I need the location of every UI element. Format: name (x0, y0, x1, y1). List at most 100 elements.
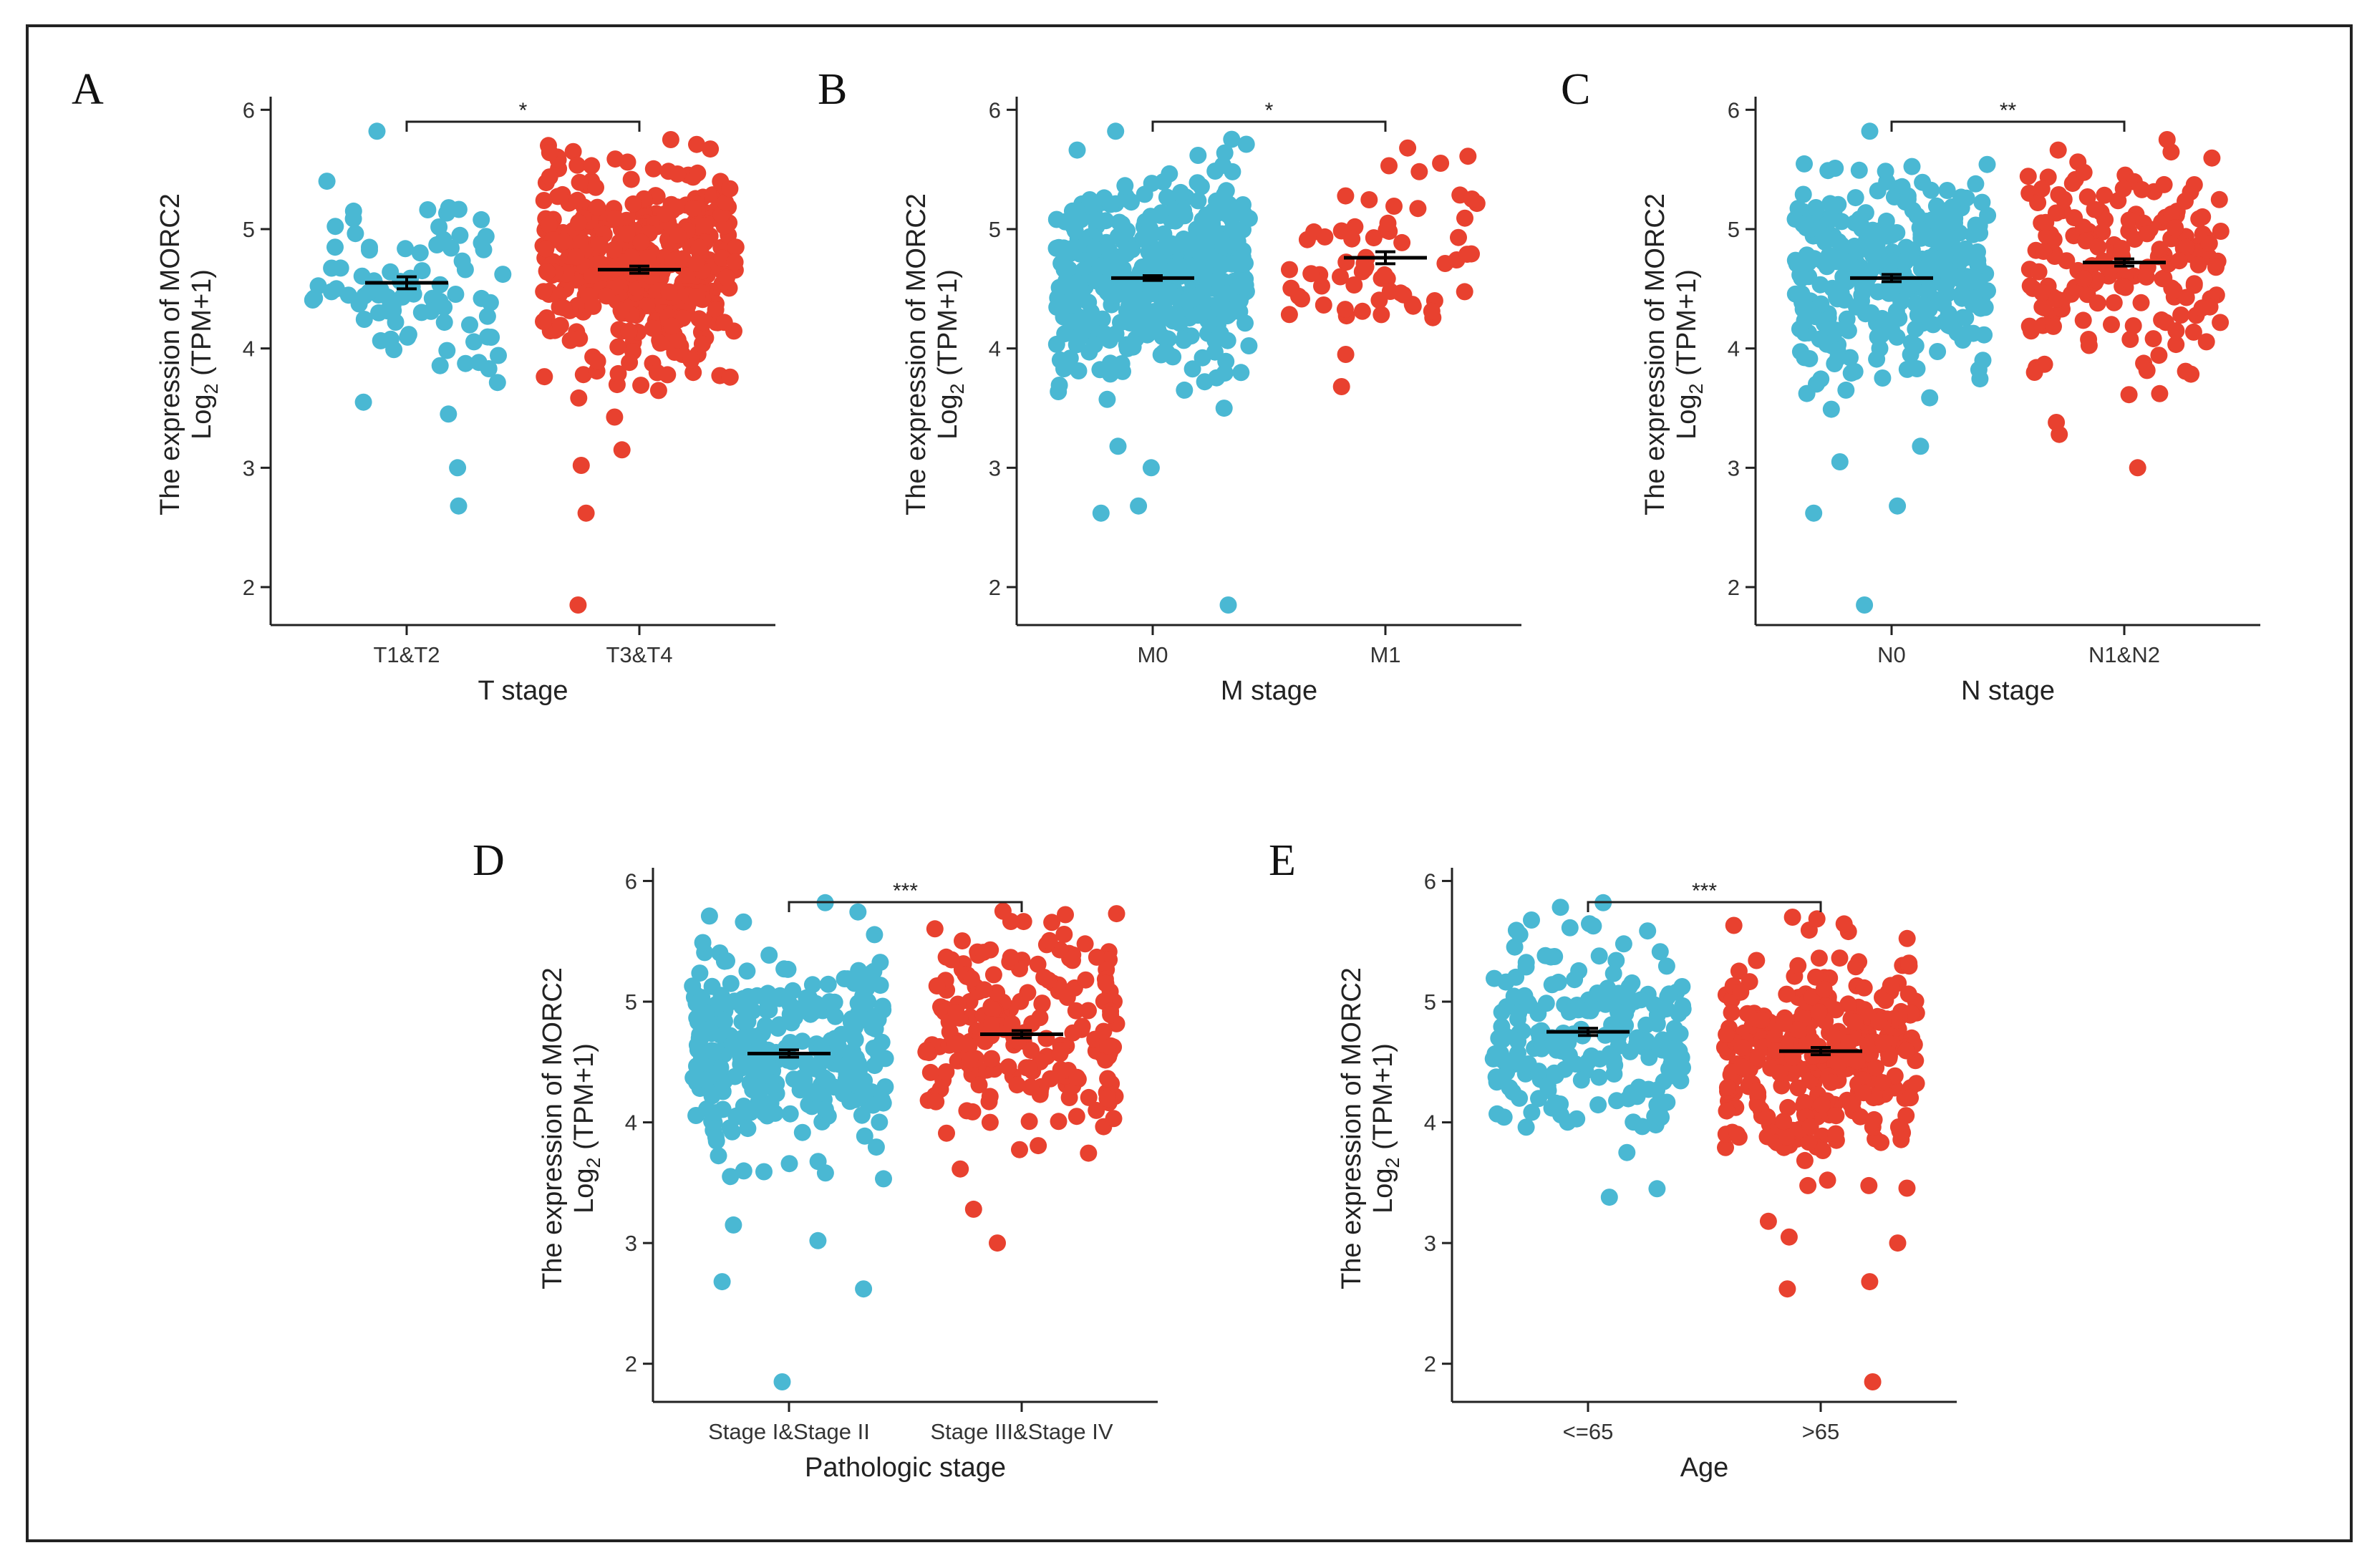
data-point (1718, 1025, 1736, 1043)
data-point (2035, 299, 2053, 317)
data-point (1633, 1118, 1651, 1136)
data-point (1316, 228, 1334, 246)
data-point (2075, 270, 2093, 288)
data-point (1748, 1095, 1766, 1113)
data-point (1868, 236, 1886, 254)
data-point (1345, 276, 1363, 294)
data-point (2124, 317, 2142, 334)
y-tick-label: 3 (625, 1231, 637, 1256)
data-point (2155, 269, 2173, 287)
data-point (1097, 974, 1115, 992)
data-point (1811, 276, 1829, 294)
data-point (1717, 1138, 1734, 1156)
panel-b: B 2 3 4 5 6 The expression of MORC2Log2 (TPM+1… (818, 65, 1521, 706)
outlier-point (577, 504, 595, 522)
data-point (1607, 952, 1625, 969)
data-point (644, 160, 662, 178)
outlier-point (1600, 1189, 1618, 1206)
data-point (2120, 211, 2138, 229)
outlier-point (440, 405, 458, 423)
data-point (318, 173, 336, 190)
data-point (1108, 905, 1126, 923)
data-point (435, 314, 453, 331)
outlier-point (1109, 437, 1127, 455)
data-point (649, 382, 667, 400)
x-tick-label: T3&T4 (606, 642, 672, 667)
data-point (1217, 182, 1235, 200)
data-point (690, 238, 708, 256)
data-point (431, 276, 449, 294)
data-point (589, 352, 606, 370)
data-point (1829, 342, 1846, 359)
data-point (1175, 331, 1193, 349)
data-point (1070, 362, 1088, 379)
data-point (1609, 1037, 1627, 1055)
data-point (779, 960, 797, 978)
data-point (1080, 1088, 1098, 1106)
data-point (567, 248, 585, 266)
data-point (1155, 344, 1173, 362)
data-point (755, 1163, 773, 1181)
data-point (1530, 1063, 1548, 1080)
data-point (875, 1170, 892, 1188)
data-point (431, 357, 449, 374)
data-point (648, 188, 666, 205)
data-point (1967, 175, 1985, 193)
data-point (411, 244, 429, 262)
data-point (1559, 1113, 1577, 1131)
data-point (2155, 175, 2173, 193)
data-point (2151, 384, 2169, 402)
series-2-points (1715, 909, 1925, 1390)
outlier-point (1332, 378, 1350, 395)
data-point (1807, 199, 1825, 216)
data-point (1733, 1058, 1751, 1076)
data-point (982, 941, 999, 959)
data-point (863, 1019, 881, 1037)
data-point (871, 977, 889, 994)
data-point (1189, 174, 1206, 192)
data-point (541, 216, 558, 233)
data-point (1068, 274, 1086, 291)
data-point (1487, 1068, 1505, 1086)
data-point (669, 331, 687, 349)
data-point (537, 240, 555, 258)
data-point (1118, 339, 1136, 357)
data-point (574, 366, 592, 384)
data-point (1516, 987, 1534, 1005)
data-point (1164, 312, 1182, 330)
data-point (687, 1107, 705, 1124)
data-point (555, 299, 573, 317)
data-point (690, 1030, 708, 1047)
data-point (2120, 386, 2138, 404)
data-point (2033, 180, 2051, 198)
data-point (1080, 1144, 1098, 1162)
data-point (477, 228, 495, 246)
y-tick-label: 2 (1728, 575, 1740, 600)
data-point (786, 1008, 804, 1026)
outlier-point (1805, 504, 1823, 522)
outlier-point (989, 1234, 1006, 1252)
data-point (1497, 973, 1515, 991)
data-point (1219, 285, 1236, 302)
data-point (1095, 1022, 1113, 1040)
data-point (727, 238, 745, 256)
y-tick-label: 2 (989, 575, 1001, 600)
data-point (360, 284, 378, 301)
data-point (1050, 1113, 1068, 1131)
data-point (1436, 255, 1454, 272)
data-point (1151, 206, 1169, 224)
data-point (694, 314, 712, 331)
data-point (1083, 303, 1100, 321)
y-tick-label: 4 (625, 1110, 637, 1136)
data-point (1071, 329, 1089, 347)
data-point (1085, 241, 1103, 258)
data-point (2185, 275, 2203, 293)
data-point (1925, 316, 1942, 334)
data-point (1456, 283, 1473, 301)
data-point (1838, 273, 1856, 291)
data-point (1865, 1110, 1883, 1128)
x-tick-label: N0 (1877, 642, 1906, 667)
data-point (355, 311, 373, 328)
data-point (1810, 1003, 1828, 1021)
y-axis-title: The expression of MORC2Log2 (TPM+1) (155, 193, 222, 516)
